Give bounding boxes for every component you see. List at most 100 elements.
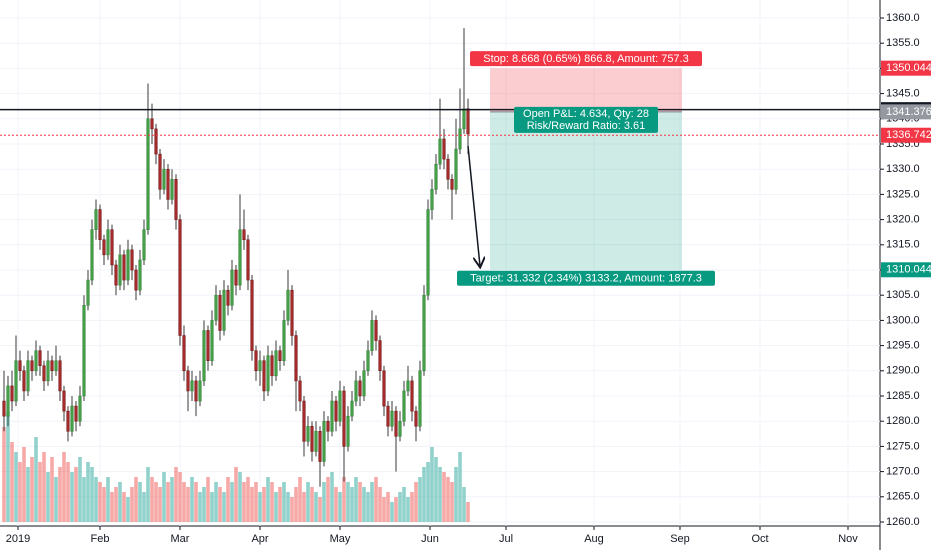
- candle-body: [262, 360, 266, 392]
- candle-body: [154, 128, 158, 155]
- volume-bar: [138, 482, 142, 522]
- volume-bar: [250, 487, 254, 522]
- position-label: Target: 31.332 (2.34%) 3133.2, Amount: 1…: [470, 273, 702, 285]
- candle-body: [34, 350, 38, 372]
- volume-bar: [354, 477, 358, 522]
- volume-bar: [434, 457, 438, 522]
- volume-bar: [282, 482, 286, 522]
- volume-bar: [26, 467, 30, 522]
- volume-bar: [438, 467, 442, 522]
- candle-body: [374, 320, 378, 341]
- volume-bar: [270, 482, 274, 522]
- candle-body: [302, 400, 306, 442]
- candle-body: [354, 380, 358, 402]
- volume-bar: [178, 472, 182, 522]
- candle-body: [422, 294, 426, 372]
- volume-bar: [86, 462, 90, 522]
- candle-body: [410, 380, 414, 412]
- candle-body: [218, 294, 222, 331]
- volume-bar: [174, 467, 178, 522]
- volume-bar: [18, 462, 22, 522]
- y-tick-label: 1355.0: [886, 37, 920, 49]
- candle-body: [330, 400, 334, 432]
- candle-body: [6, 385, 10, 417]
- price-label: 1341.376: [886, 106, 932, 118]
- label-box: [470, 51, 702, 67]
- volume-bar: [162, 472, 166, 522]
- x-tick-label: 2019: [6, 533, 30, 545]
- candle-body: [370, 320, 374, 351]
- volume-bar: [374, 477, 378, 522]
- candle-body: [14, 360, 18, 402]
- candle-body: [150, 118, 154, 130]
- labels: Stop: 8.668 (0.65%) 866.8, Amount: 757.3…: [457, 51, 932, 286]
- volume-bar: [414, 482, 418, 522]
- candle-body: [46, 360, 50, 382]
- candle-body: [198, 380, 202, 402]
- candle-body: [146, 118, 150, 230]
- volume-bar: [410, 492, 414, 522]
- volume-bar: [254, 482, 258, 522]
- volume-bar: [322, 482, 326, 522]
- candle-body: [446, 158, 450, 180]
- candle-body: [418, 370, 422, 427]
- volume: [2, 412, 470, 522]
- candle-body: [190, 380, 194, 392]
- volume-bar: [62, 452, 66, 522]
- candle-body: [462, 108, 466, 130]
- candle-body: [170, 179, 174, 200]
- volume-bar: [318, 497, 322, 522]
- volume-bar: [430, 447, 434, 522]
- candle-body: [334, 400, 338, 422]
- y-tick-label: 1330.0: [886, 163, 920, 175]
- candle-body: [466, 108, 470, 135]
- candle-body: [178, 219, 182, 336]
- volume-bar: [90, 467, 94, 522]
- y-tick-label: 1290.0: [886, 365, 920, 377]
- volume-bar: [466, 502, 470, 522]
- candle-body: [194, 380, 198, 402]
- candle-body: [282, 320, 286, 361]
- volume-bar: [166, 482, 170, 522]
- volume-bar: [78, 457, 82, 522]
- volume-bar: [210, 492, 214, 522]
- volume-bar: [310, 487, 314, 522]
- x-tick-label: Jun: [421, 533, 439, 545]
- volume-bar: [234, 467, 238, 522]
- label-box: [514, 106, 658, 133]
- volume-bar: [42, 452, 46, 522]
- candle-body: [54, 360, 58, 372]
- candle-body: [110, 229, 114, 266]
- candle-body: [346, 415, 350, 447]
- candle-body: [10, 385, 14, 402]
- volume-bar: [134, 477, 138, 522]
- price-lines: [0, 108, 880, 136]
- volume-bar: [202, 487, 206, 522]
- candle-body: [78, 395, 82, 422]
- volume-bar: [382, 497, 386, 522]
- volume-bar: [238, 472, 242, 522]
- x-tick-label: Mar: [171, 533, 190, 545]
- candle-body: [398, 420, 402, 437]
- volume-bar: [214, 482, 218, 522]
- volume-bar: [182, 482, 186, 522]
- candle-body: [414, 410, 418, 427]
- volume-bar: [246, 477, 250, 522]
- volume-bar: [262, 487, 266, 522]
- candle-body: [290, 289, 294, 336]
- volume-bar: [22, 447, 26, 522]
- candle-body: [238, 229, 242, 286]
- candle-body: [174, 179, 178, 220]
- candle-body: [18, 360, 22, 372]
- y-tick-label: 1300.0: [886, 314, 920, 326]
- position-label: Open P&L: 4.634, Qty: 28: [523, 108, 649, 120]
- volume-bar: [358, 482, 362, 522]
- label-box: [457, 270, 715, 286]
- candle-body: [358, 380, 362, 397]
- volume-bar: [314, 492, 318, 522]
- position-label: Stop: 8.668 (0.65%) 866.8, Amount: 757.3: [483, 53, 688, 65]
- candle-body: [118, 254, 122, 286]
- candle-body: [162, 168, 166, 190]
- candle-body: [86, 279, 90, 306]
